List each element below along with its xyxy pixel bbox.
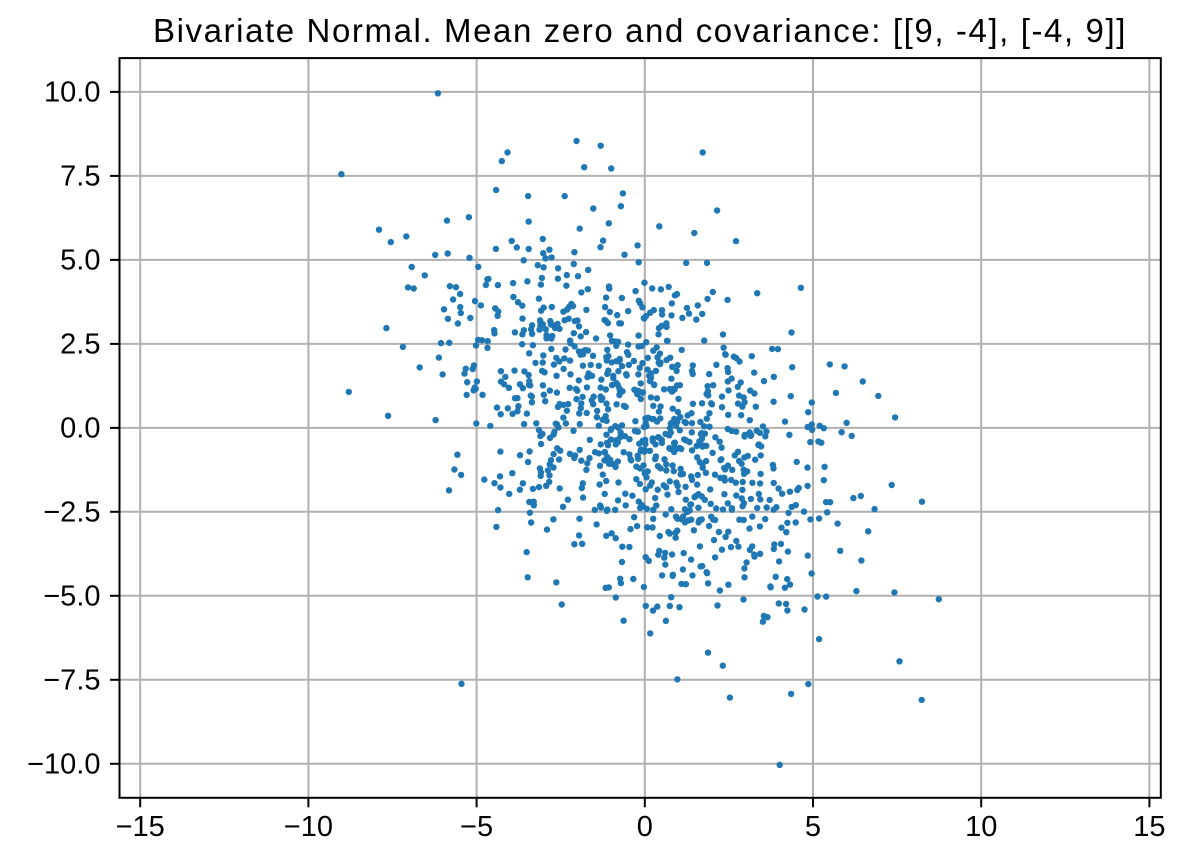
svg-text:−15: −15 xyxy=(116,811,165,843)
svg-text:7.5: 7.5 xyxy=(60,161,100,193)
svg-text:2.5: 2.5 xyxy=(60,329,100,361)
svg-text:−7.5: −7.5 xyxy=(43,664,100,696)
svg-text:−5: −5 xyxy=(460,811,493,843)
svg-text:Bivariate Normal. Mean zero an: Bivariate Normal. Mean zero and covarian… xyxy=(153,12,1127,49)
svg-text:−10.0: −10.0 xyxy=(27,748,100,780)
svg-text:0: 0 xyxy=(637,811,653,843)
svg-text:−2.5: −2.5 xyxy=(43,496,100,528)
svg-text:−10: −10 xyxy=(284,811,333,843)
svg-text:15: 15 xyxy=(1133,811,1165,843)
svg-text:5: 5 xyxy=(805,811,821,843)
svg-text:10: 10 xyxy=(965,811,997,843)
svg-text:5.0: 5.0 xyxy=(60,245,100,277)
svg-text:10.0: 10.0 xyxy=(44,77,100,109)
svg-text:−5.0: −5.0 xyxy=(43,580,100,612)
svg-text:0.0: 0.0 xyxy=(60,413,100,445)
